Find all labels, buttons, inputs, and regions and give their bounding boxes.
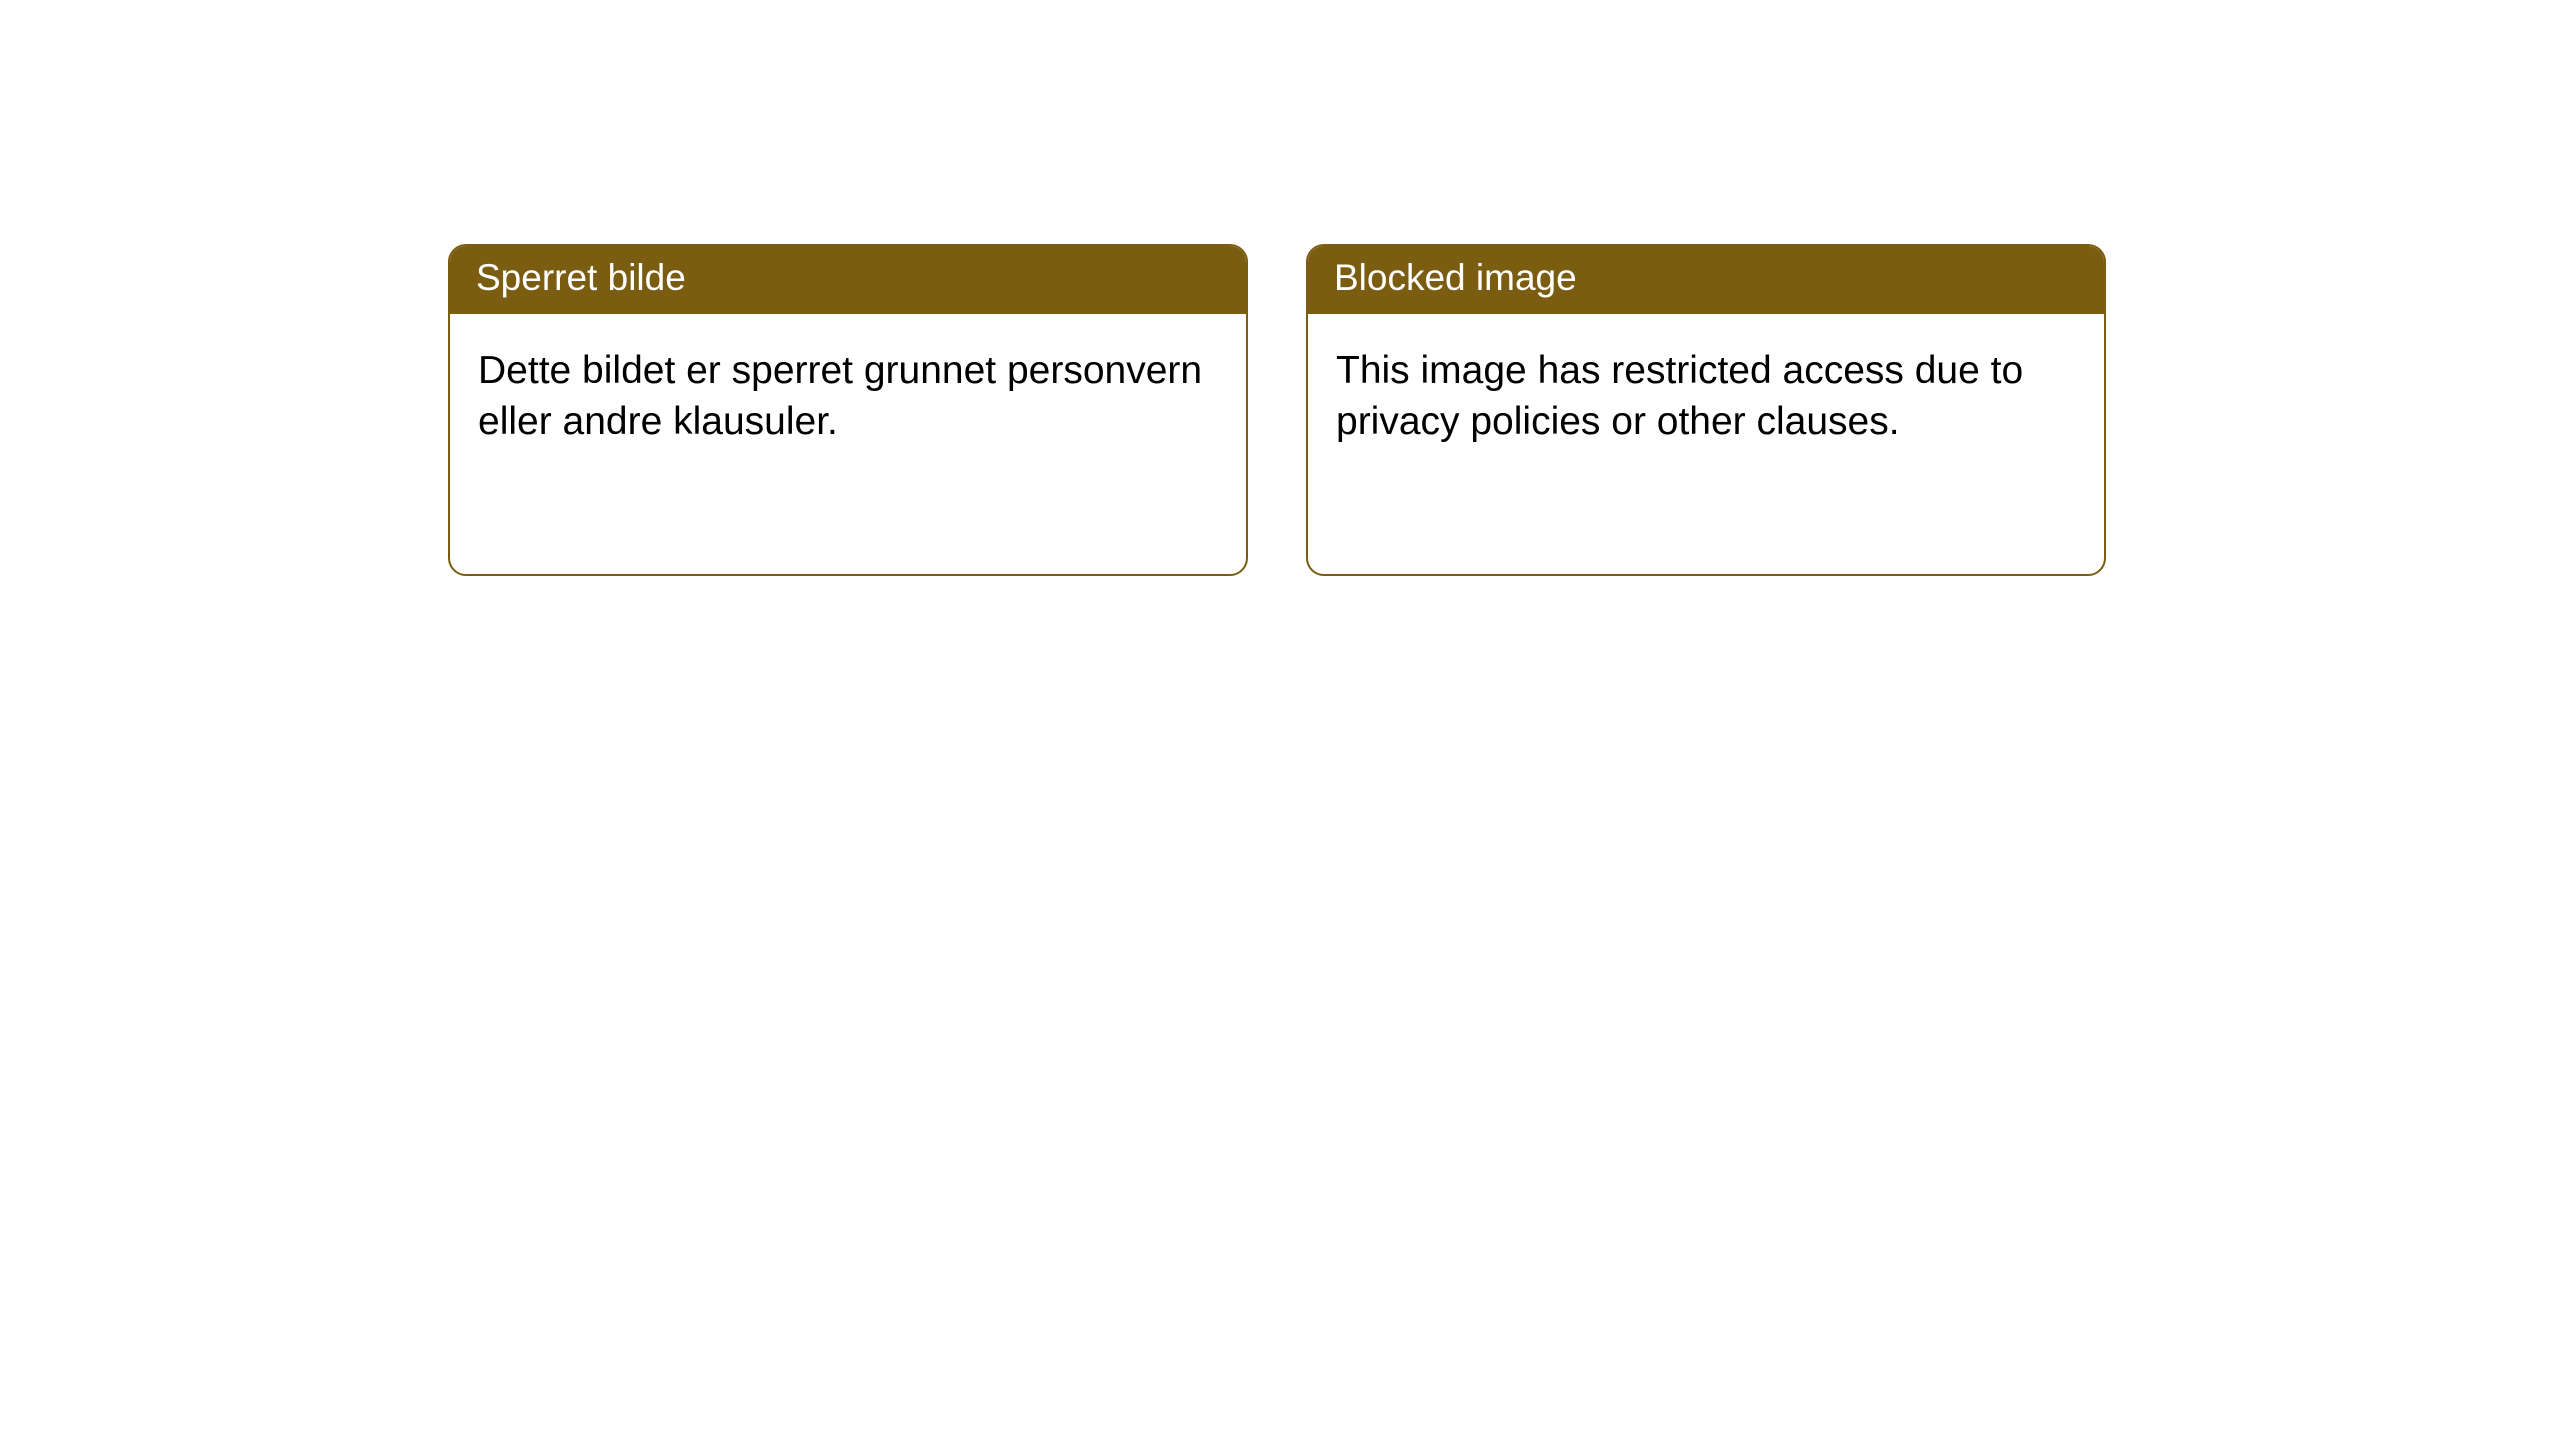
card-header: Sperret bilde bbox=[450, 246, 1246, 314]
card-body: Dette bildet er sperret grunnet personve… bbox=[450, 314, 1246, 479]
blocked-image-card-en: Blocked image This image has restricted … bbox=[1306, 244, 2106, 576]
card-title: Sperret bilde bbox=[476, 257, 686, 298]
card-body: This image has restricted access due to … bbox=[1308, 314, 2104, 479]
card-message: Dette bildet er sperret grunnet personve… bbox=[478, 349, 1202, 443]
card-header: Blocked image bbox=[1308, 246, 2104, 314]
card-title: Blocked image bbox=[1334, 257, 1577, 298]
card-message: This image has restricted access due to … bbox=[1336, 349, 2023, 443]
notice-container: Sperret bilde Dette bildet er sperret gr… bbox=[0, 0, 2560, 576]
blocked-image-card-no: Sperret bilde Dette bildet er sperret gr… bbox=[448, 244, 1248, 576]
